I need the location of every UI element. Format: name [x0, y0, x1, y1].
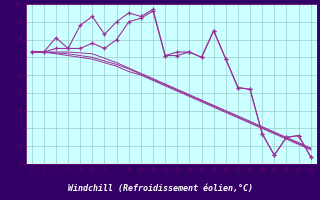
Text: Windchill (Refroidissement éolien,°C): Windchill (Refroidissement éolien,°C): [68, 184, 252, 192]
